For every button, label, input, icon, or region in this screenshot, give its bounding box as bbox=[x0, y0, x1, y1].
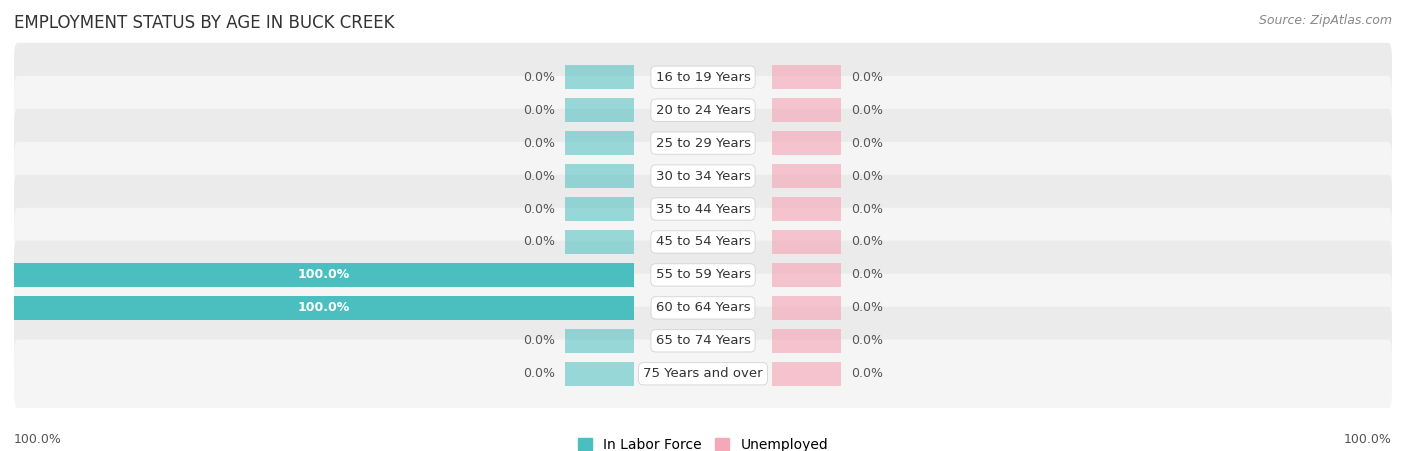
FancyBboxPatch shape bbox=[14, 307, 1392, 375]
Text: 0.0%: 0.0% bbox=[851, 170, 883, 183]
Bar bbox=[565, 98, 634, 122]
Text: 35 to 44 Years: 35 to 44 Years bbox=[655, 202, 751, 216]
Text: 60 to 64 Years: 60 to 64 Years bbox=[655, 301, 751, 314]
Text: 100.0%: 100.0% bbox=[14, 433, 62, 446]
Bar bbox=[565, 197, 634, 221]
Text: 0.0%: 0.0% bbox=[523, 202, 555, 216]
Legend: In Labor Force, Unemployed: In Labor Force, Unemployed bbox=[578, 437, 828, 451]
Bar bbox=[14, 263, 634, 287]
Text: 30 to 34 Years: 30 to 34 Years bbox=[655, 170, 751, 183]
Bar bbox=[772, 230, 841, 254]
FancyBboxPatch shape bbox=[14, 109, 1392, 177]
Text: 0.0%: 0.0% bbox=[851, 367, 883, 380]
Bar bbox=[565, 230, 634, 254]
Bar bbox=[772, 164, 841, 188]
Bar bbox=[14, 296, 634, 320]
Text: 0.0%: 0.0% bbox=[523, 137, 555, 150]
Text: 100.0%: 100.0% bbox=[298, 301, 350, 314]
Text: EMPLOYMENT STATUS BY AGE IN BUCK CREEK: EMPLOYMENT STATUS BY AGE IN BUCK CREEK bbox=[14, 14, 395, 32]
Bar bbox=[772, 296, 841, 320]
Text: 0.0%: 0.0% bbox=[851, 71, 883, 84]
Bar bbox=[772, 98, 841, 122]
Bar bbox=[565, 164, 634, 188]
FancyBboxPatch shape bbox=[14, 208, 1392, 276]
Text: 20 to 24 Years: 20 to 24 Years bbox=[655, 104, 751, 117]
Text: 0.0%: 0.0% bbox=[523, 367, 555, 380]
Bar bbox=[772, 362, 841, 386]
FancyBboxPatch shape bbox=[14, 43, 1392, 111]
FancyBboxPatch shape bbox=[14, 175, 1392, 243]
Text: 100.0%: 100.0% bbox=[298, 268, 350, 281]
Text: 0.0%: 0.0% bbox=[851, 301, 883, 314]
Text: 75 Years and over: 75 Years and over bbox=[643, 367, 763, 380]
Text: 0.0%: 0.0% bbox=[523, 334, 555, 347]
FancyBboxPatch shape bbox=[14, 142, 1392, 210]
Text: 25 to 29 Years: 25 to 29 Years bbox=[655, 137, 751, 150]
Bar bbox=[772, 131, 841, 155]
Bar bbox=[565, 65, 634, 89]
Text: 0.0%: 0.0% bbox=[851, 104, 883, 117]
Text: 0.0%: 0.0% bbox=[523, 71, 555, 84]
Text: 100.0%: 100.0% bbox=[1344, 433, 1392, 446]
Bar bbox=[772, 329, 841, 353]
FancyBboxPatch shape bbox=[14, 274, 1392, 342]
FancyBboxPatch shape bbox=[14, 241, 1392, 309]
Text: 16 to 19 Years: 16 to 19 Years bbox=[655, 71, 751, 84]
FancyBboxPatch shape bbox=[14, 340, 1392, 408]
Text: 0.0%: 0.0% bbox=[851, 137, 883, 150]
Text: 65 to 74 Years: 65 to 74 Years bbox=[655, 334, 751, 347]
Text: 0.0%: 0.0% bbox=[851, 268, 883, 281]
Bar bbox=[772, 263, 841, 287]
Text: 0.0%: 0.0% bbox=[851, 235, 883, 249]
FancyBboxPatch shape bbox=[14, 76, 1392, 144]
Bar bbox=[772, 197, 841, 221]
Bar bbox=[565, 329, 634, 353]
Bar bbox=[772, 65, 841, 89]
Text: 55 to 59 Years: 55 to 59 Years bbox=[655, 268, 751, 281]
Bar bbox=[565, 362, 634, 386]
Bar bbox=[565, 131, 634, 155]
Text: 0.0%: 0.0% bbox=[851, 334, 883, 347]
Text: Source: ZipAtlas.com: Source: ZipAtlas.com bbox=[1258, 14, 1392, 27]
Text: 0.0%: 0.0% bbox=[851, 202, 883, 216]
Text: 0.0%: 0.0% bbox=[523, 235, 555, 249]
Text: 45 to 54 Years: 45 to 54 Years bbox=[655, 235, 751, 249]
Text: 0.0%: 0.0% bbox=[523, 170, 555, 183]
Text: 0.0%: 0.0% bbox=[523, 104, 555, 117]
